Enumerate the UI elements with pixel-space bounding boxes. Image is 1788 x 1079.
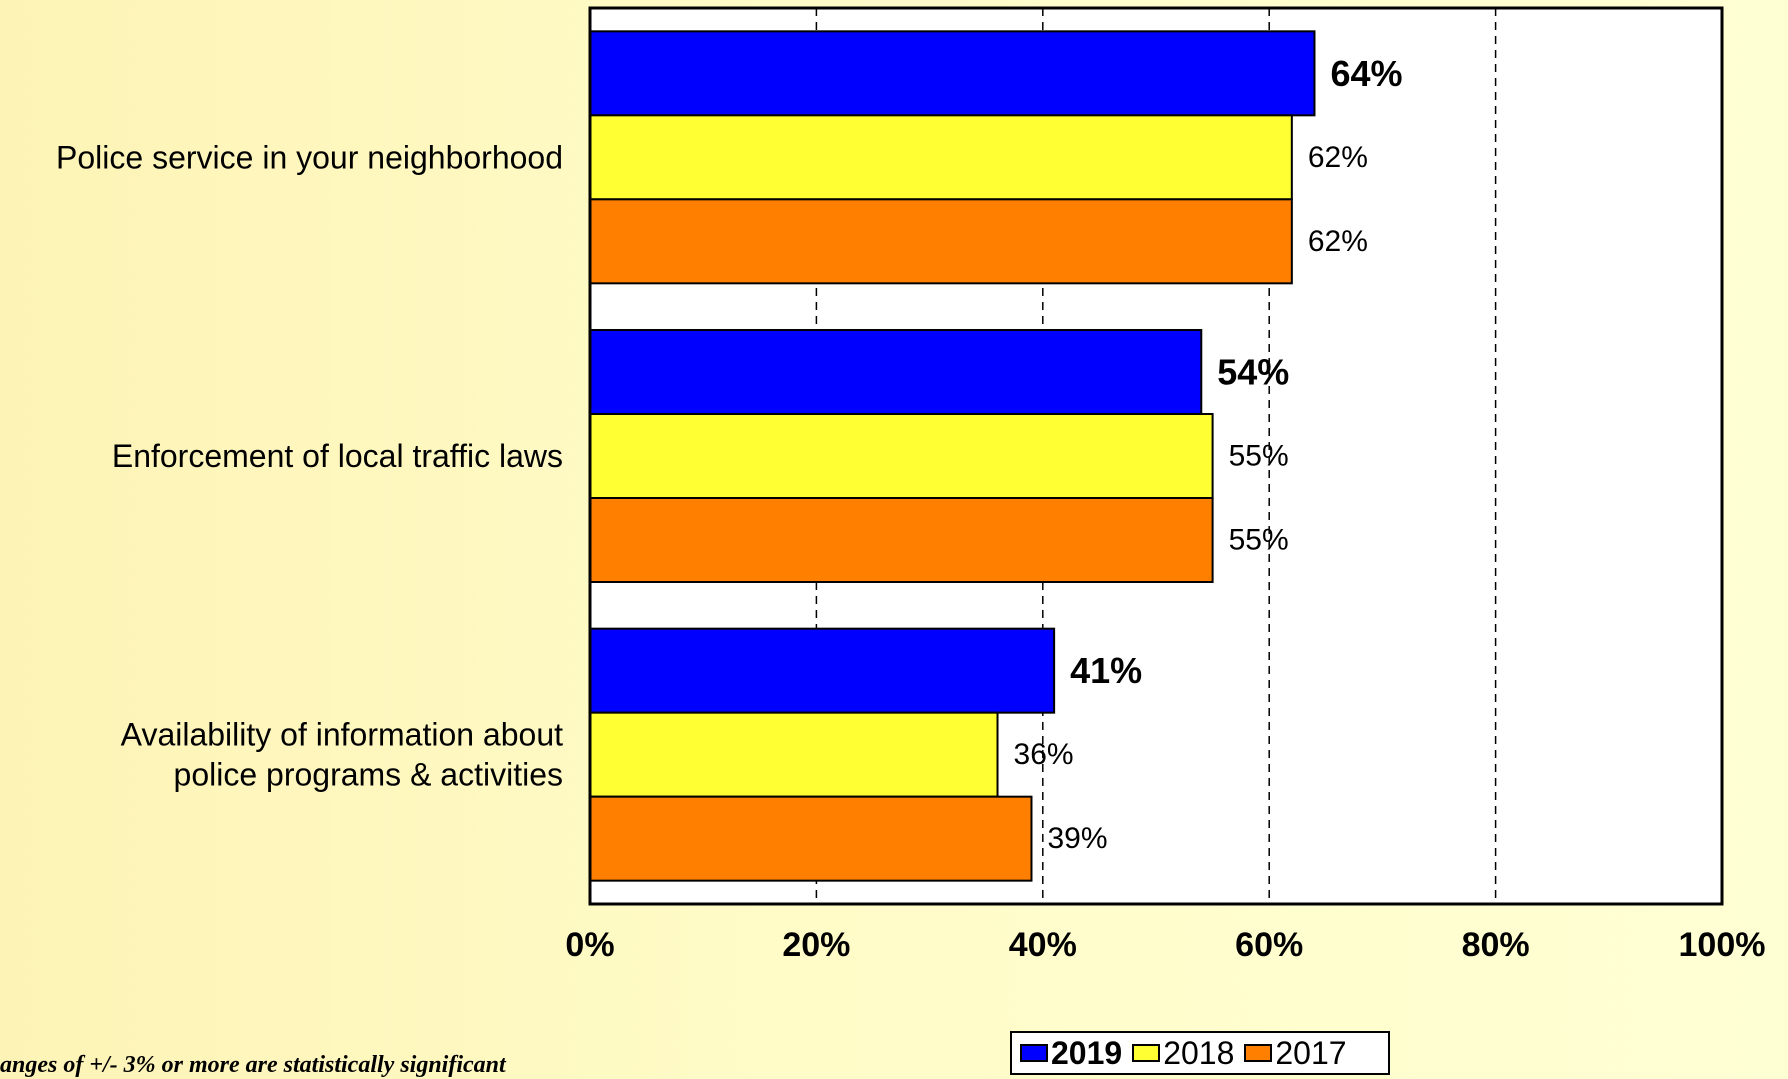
x-tick-label-0: 0% [565,926,614,964]
bar-2017-0 [589,198,1293,285]
value-label-2019-1: 54% [1217,352,1289,393]
footnote: anges of +/- 3% or more are statisticall… [0,1052,506,1078]
value-label-2017-2: 39% [1047,822,1107,855]
bar-2018-1 [589,413,1214,499]
value-label-2018-0: 62% [1308,141,1368,174]
value-labels: 64% 62% 62% 54% 55% 55% 41% 36% 39% [1014,53,1403,855]
legend-label-2018: 2018 [1163,1034,1235,1071]
bar-2019-1 [589,329,1203,415]
legend-item-2019: 2019 [1020,1035,1122,1072]
legend-swatch-2019 [1020,1044,1048,1062]
legend-label-2019: 2019 [1051,1034,1123,1071]
bar-2019-2 [589,627,1056,714]
bars [589,30,1316,882]
value-label-2019-0: 64% [1330,53,1402,94]
category-label-2-line-1: police programs & activities [174,757,563,793]
x-tick-label-40: 40% [1009,926,1077,964]
bar-2019-0 [589,30,1316,117]
category-label-0: Police service in your neighborhood [56,139,563,175]
value-label-2018-1: 55% [1229,440,1289,473]
bar-2017-1 [589,497,1214,583]
value-label-2018-2: 36% [1014,738,1074,771]
value-label-2019-2: 41% [1070,650,1142,691]
x-tick-label-20: 20% [782,926,850,964]
legend-label-2017: 2017 [1275,1034,1347,1071]
legend: 2019 2018 2017 [1010,1031,1390,1075]
legend-swatch-2018 [1132,1044,1161,1062]
plot-border [588,6,1724,906]
x-tick-label-80: 80% [1462,926,1530,964]
value-label-2017-0: 62% [1308,225,1368,258]
value-label-2017-1: 55% [1229,524,1289,557]
bar-2018-0 [589,114,1293,201]
category-label-1: Enforcement of local traffic laws [112,438,563,474]
legend-item-2018: 2018 [1132,1035,1234,1072]
x-tick-labels: 0% 20% 40% 60% 80% 100% [565,926,1765,964]
legend-item-2017: 2017 [1244,1034,1347,1072]
legend-swatch-2017 [1244,1044,1273,1062]
x-tick-label-100: 100% [1679,926,1766,964]
x-tick-label-60: 60% [1235,926,1303,964]
bar-2018-2 [589,711,999,798]
bar-2017-2 [589,795,1033,882]
category-labels: Police service in your neighborhood Enfor… [56,139,563,792]
category-label-2-line-0: Availability of information about [121,717,563,753]
